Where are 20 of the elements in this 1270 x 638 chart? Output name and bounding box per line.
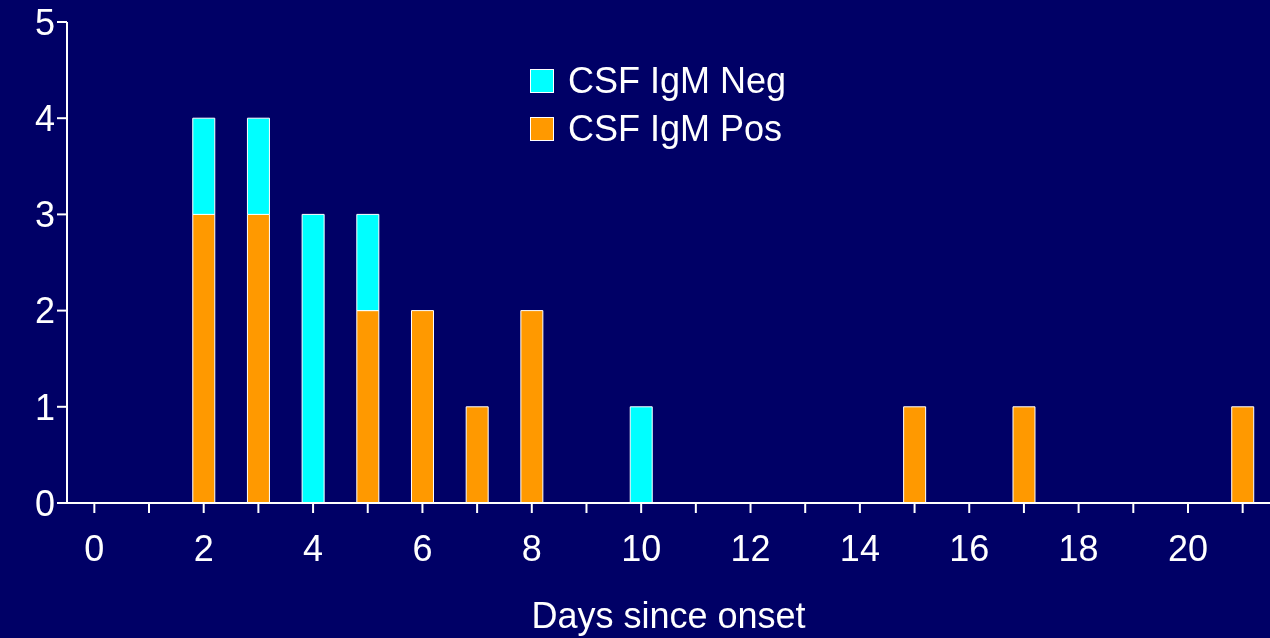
x-tick-label: 4 [303,527,324,569]
x-tick-label: 0 [84,527,105,569]
y-tick-label: 1 [34,386,55,428]
y-tick-label: 0 [34,482,55,524]
x-tick-label: 20 [1167,527,1208,569]
x-tick-label: 10 [621,527,662,569]
x-tick-label: 14 [839,527,880,569]
y-tick-label: 5 [34,1,55,43]
x-tick-label: 6 [412,527,433,569]
x-tick-label: 12 [730,527,771,569]
legend-label: CSF IgM Neg [568,60,787,102]
y-tick-label: 4 [34,97,55,139]
x-tick-label: 2 [193,527,214,569]
x-axis-title: Days since onset [531,595,806,636]
y-tick-label: 2 [34,290,55,332]
legend-label: CSF IgM Pos [568,108,783,150]
x-tick-label: 8 [521,527,542,569]
y-tick-label: 3 [34,194,55,236]
x-tick-label: 18 [1058,527,1099,569]
x-tick-label: 16 [949,527,990,569]
